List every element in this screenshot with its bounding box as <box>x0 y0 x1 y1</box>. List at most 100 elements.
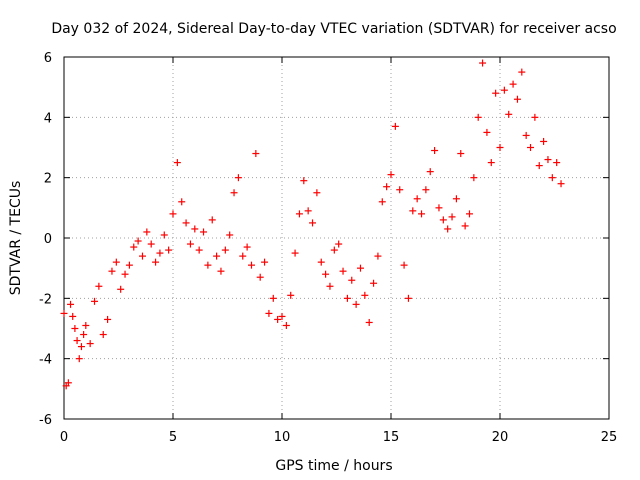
y-tick-label: 6 <box>44 51 52 66</box>
data-point-marker <box>505 110 513 118</box>
data-point-marker <box>60 309 68 317</box>
data-point-marker <box>518 68 526 76</box>
data-point-marker <box>256 273 264 281</box>
data-point-marker <box>361 291 369 299</box>
y-tick-label: 4 <box>44 111 52 126</box>
data-point-marker <box>208 216 216 224</box>
data-point-marker <box>247 261 255 269</box>
data-point-marker <box>383 183 391 191</box>
data-point-marker <box>457 150 465 158</box>
data-point-marker <box>274 315 282 323</box>
data-point-marker <box>330 246 338 254</box>
data-point-marker <box>557 180 565 188</box>
y-tick-label: -6 <box>39 413 52 428</box>
data-point-marker <box>422 186 430 194</box>
data-point-marker <box>409 207 417 215</box>
data-point-marker <box>99 331 107 339</box>
data-point-marker <box>522 131 530 139</box>
chart-title: Day 032 of 2024, Sidereal Day-to-day VTE… <box>51 21 616 37</box>
data-point-marker <box>378 198 386 206</box>
data-point-marker <box>479 59 487 67</box>
x-tick-label: 20 <box>492 430 509 445</box>
data-point-marker <box>400 261 408 269</box>
data-point-marker <box>213 252 221 260</box>
data-point-marker <box>374 252 382 260</box>
data-point-marker <box>134 237 142 245</box>
data-point-marker <box>370 279 378 287</box>
data-point-marker <box>230 189 238 197</box>
data-point-marker <box>343 294 351 302</box>
data-point-marker <box>322 270 330 278</box>
data-point-marker <box>548 174 556 182</box>
data-point-marker <box>165 246 173 254</box>
data-point-marker <box>239 252 247 260</box>
data-point-marker <box>243 243 251 251</box>
data-point-marker <box>426 168 434 176</box>
data-point-marker <box>418 210 426 218</box>
data-point-marker <box>64 379 72 387</box>
data-point-marker <box>439 216 447 224</box>
data-point-marker <box>80 331 88 339</box>
data-point-marker <box>221 246 229 254</box>
data-point-marker <box>487 159 495 167</box>
data-point-marker <box>226 231 234 239</box>
data-point-marker <box>435 204 443 212</box>
data-point-marker <box>287 291 295 299</box>
data-point-marker <box>147 240 155 248</box>
data-point-marker <box>461 222 469 230</box>
data-point-marker <box>335 240 343 248</box>
data-point-marker <box>200 228 208 236</box>
data-point-marker <box>326 282 334 290</box>
data-point-marker <box>339 267 347 275</box>
data-point-marker <box>531 113 539 121</box>
data-point-marker <box>304 207 312 215</box>
data-point-marker <box>483 128 491 136</box>
data-point-marker <box>513 95 521 103</box>
data-point-marker <box>278 312 286 320</box>
x-tick-label: 15 <box>383 430 400 445</box>
data-point-marker <box>387 171 395 179</box>
data-point-marker <box>365 318 373 326</box>
data-point-marker <box>71 325 79 332</box>
data-point-marker <box>125 261 133 269</box>
data-point-marker <box>217 267 225 275</box>
data-point-marker <box>195 246 203 254</box>
data-point-marker <box>535 162 543 170</box>
x-tick-label: 25 <box>601 430 618 445</box>
data-point-marker <box>470 174 478 182</box>
data-point-marker <box>91 297 99 305</box>
data-point-marker <box>317 258 325 266</box>
data-point-marker <box>186 240 194 248</box>
x-axis-label: GPS time / hours <box>275 458 392 474</box>
y-tick-label: -4 <box>39 353 52 368</box>
data-point-marker <box>160 231 168 239</box>
data-point-marker <box>492 89 500 97</box>
data-points <box>60 59 565 390</box>
data-point-marker <box>295 210 303 218</box>
data-point-marker <box>173 159 181 167</box>
grid-lines <box>64 57 609 419</box>
data-point-marker <box>73 337 81 345</box>
data-point-marker <box>474 113 482 121</box>
data-point-marker <box>95 282 103 290</box>
data-point-marker <box>309 219 317 227</box>
x-tick-label: 10 <box>274 430 291 445</box>
data-point-marker <box>182 219 190 227</box>
x-tick-label: 0 <box>60 430 68 445</box>
data-point-marker <box>291 249 299 257</box>
data-point-marker <box>431 147 439 155</box>
data-point-marker <box>252 150 260 158</box>
data-point-marker <box>156 249 164 257</box>
data-point-marker <box>282 321 290 329</box>
y-tick-label: 0 <box>44 232 52 247</box>
data-point-marker <box>77 343 85 351</box>
data-point-marker <box>448 213 456 221</box>
data-point-marker <box>413 195 421 203</box>
data-point-marker <box>313 189 321 197</box>
data-point-marker <box>352 300 360 308</box>
data-point-marker <box>465 210 473 218</box>
data-point-marker <box>112 258 120 266</box>
data-point-marker <box>444 225 452 233</box>
data-point-marker <box>86 340 94 348</box>
data-point-marker <box>69 312 77 320</box>
